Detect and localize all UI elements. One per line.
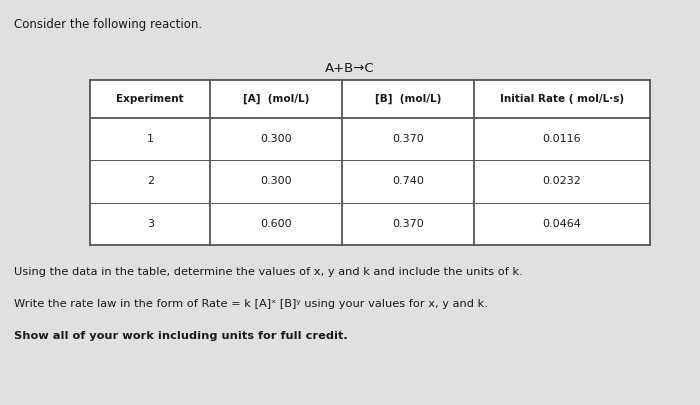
- Bar: [90, 80, 211, 118]
- Text: 1: 1: [147, 134, 154, 144]
- Text: Using the data in the table, determine the values of x, y and k and include the : Using the data in the table, determine t…: [14, 267, 523, 277]
- Bar: [474, 202, 650, 245]
- Text: A+B→C: A+B→C: [326, 62, 374, 75]
- Bar: [474, 160, 650, 202]
- Bar: [90, 202, 211, 245]
- Text: 0.0232: 0.0232: [542, 177, 581, 186]
- Text: 0.300: 0.300: [260, 177, 292, 186]
- Text: 3: 3: [147, 219, 154, 229]
- Bar: [474, 80, 650, 118]
- Text: Show all of your work including units for full credit.: Show all of your work including units fo…: [14, 331, 348, 341]
- Text: 0.0464: 0.0464: [542, 219, 581, 229]
- Text: Consider the following reaction.: Consider the following reaction.: [14, 18, 202, 31]
- Text: 0.300: 0.300: [260, 134, 292, 144]
- Bar: [211, 202, 342, 245]
- Bar: [342, 118, 474, 160]
- Bar: [211, 80, 342, 118]
- Bar: [211, 160, 342, 202]
- Bar: [474, 118, 650, 160]
- Bar: [90, 118, 211, 160]
- Text: 0.370: 0.370: [392, 134, 424, 144]
- Text: 0.600: 0.600: [260, 219, 292, 229]
- Text: 2: 2: [146, 177, 154, 186]
- Text: Experiment: Experiment: [116, 94, 184, 104]
- Text: [A]  (mol/L): [A] (mol/L): [243, 94, 309, 104]
- Bar: [342, 202, 474, 245]
- Text: [B]  (mol/L): [B] (mol/L): [374, 94, 441, 104]
- Bar: [211, 118, 342, 160]
- Bar: [90, 160, 211, 202]
- Text: 0.740: 0.740: [392, 177, 424, 186]
- Bar: [342, 80, 474, 118]
- Text: Write the rate law in the form of Rate = k [A]ˣ [B]ʸ using your values for x, y : Write the rate law in the form of Rate =…: [14, 299, 488, 309]
- Bar: [342, 160, 474, 202]
- Text: 0.0116: 0.0116: [542, 134, 581, 144]
- Text: 0.370: 0.370: [392, 219, 424, 229]
- Text: Initial Rate ( mol/L·s): Initial Rate ( mol/L·s): [500, 94, 624, 104]
